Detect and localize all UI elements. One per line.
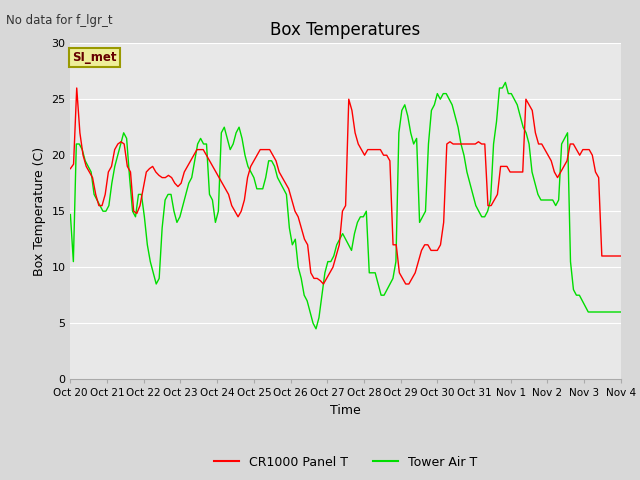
X-axis label: Time: Time [330, 404, 361, 417]
Text: No data for f_lgr_t: No data for f_lgr_t [6, 14, 113, 27]
Text: SI_met: SI_met [72, 51, 116, 64]
Y-axis label: Box Temperature (C): Box Temperature (C) [33, 146, 46, 276]
Legend: CR1000 Panel T, Tower Air T: CR1000 Panel T, Tower Air T [209, 451, 482, 474]
Title: Box Temperatures: Box Temperatures [271, 21, 420, 39]
